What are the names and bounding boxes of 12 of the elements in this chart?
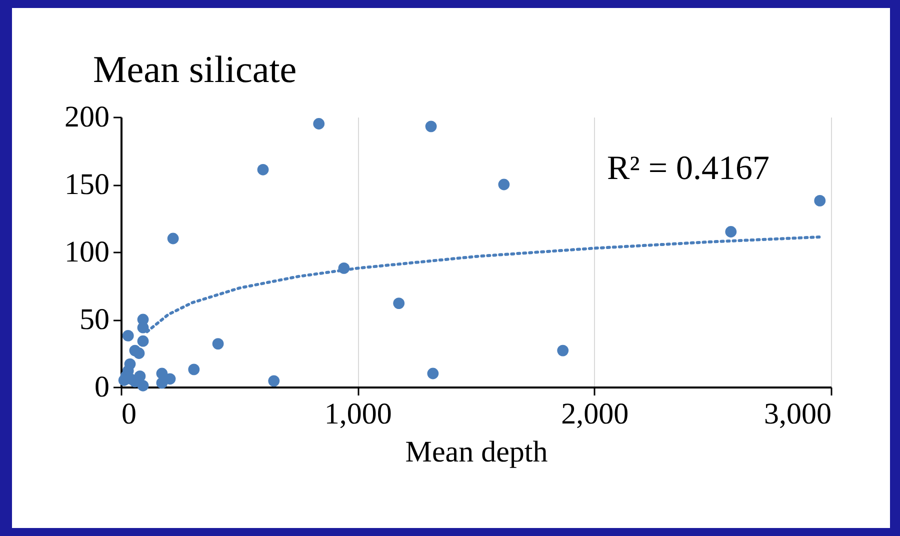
x-axis-title: Mean depth xyxy=(405,436,548,468)
y-tick-label: 100 xyxy=(64,236,110,268)
annotation: R² = 0.4167 xyxy=(607,150,770,187)
y-tick-label: 50 xyxy=(80,303,110,336)
x-tick-label: 1,000 xyxy=(324,398,392,430)
x-tick-label: 3,000 xyxy=(764,398,832,430)
x-tick-label: 2,000 xyxy=(561,398,629,430)
y-tick-label: 200 xyxy=(64,100,110,134)
y-tick-label: 0 xyxy=(94,370,110,404)
x-tick-label: 0 xyxy=(122,398,136,430)
chart-title: Mean silicate xyxy=(93,49,297,91)
y-tick-label: 150 xyxy=(64,168,110,201)
